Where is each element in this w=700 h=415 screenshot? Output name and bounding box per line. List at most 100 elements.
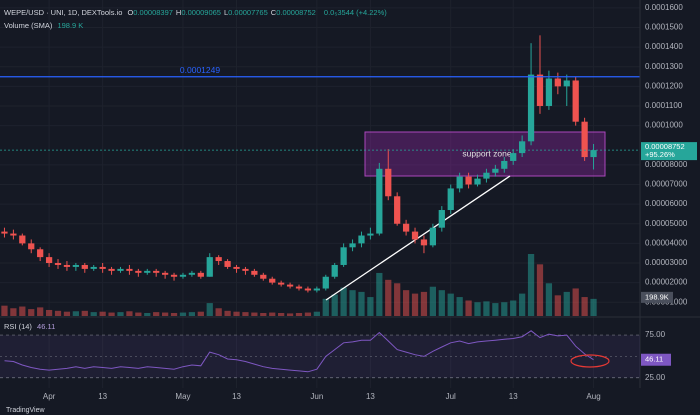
candle-body xyxy=(483,172,490,179)
symbol-title: WEPE/USD · UNI, 1D, DEXTools.io xyxy=(4,8,123,17)
candle-body xyxy=(385,168,392,197)
volume-bar xyxy=(99,311,106,316)
candle-body xyxy=(278,282,285,285)
rsi-tick-label: 25.00 xyxy=(645,373,666,382)
overlay: 0.0001249 xyxy=(0,65,640,151)
volume-bar xyxy=(144,312,151,316)
volume-bar xyxy=(37,307,44,316)
rsi-name: RSI (14) xyxy=(4,322,32,331)
volume-bar xyxy=(81,310,88,316)
last-change-label: +95.26% xyxy=(645,150,675,159)
volume-bar xyxy=(340,287,347,316)
volume-bar xyxy=(170,312,178,316)
volume-bar xyxy=(447,293,454,316)
volume-name: Volume (SMA) xyxy=(4,21,53,30)
volume-bar xyxy=(590,298,597,316)
volume-bar xyxy=(581,297,588,316)
readout-label: O xyxy=(127,8,134,17)
volume-bar xyxy=(206,303,213,316)
candle-body xyxy=(224,261,231,267)
volume-value: 198.9 K xyxy=(57,21,84,30)
volume-bar xyxy=(536,264,544,316)
header-readout: WEPE/USD · UNI, 1D, DEXTools.io O0.00008… xyxy=(4,8,390,17)
candle-body xyxy=(206,257,213,277)
volume-bar xyxy=(527,254,535,316)
volume-bar xyxy=(45,309,53,316)
last-price-box xyxy=(641,142,697,161)
candle-body xyxy=(411,231,419,240)
candle-body xyxy=(322,276,329,289)
volume-bar xyxy=(19,306,26,316)
candle-body xyxy=(492,168,499,173)
volume-bar xyxy=(554,295,561,316)
candle-body xyxy=(188,272,196,275)
horizontal-line-label: 0.0001249 xyxy=(180,65,220,75)
candle-body xyxy=(63,264,71,267)
x-tick-label: Apr xyxy=(43,392,56,401)
volume-bar xyxy=(72,311,79,316)
y-tick-label: 0.0001300 xyxy=(645,62,683,71)
candle-body xyxy=(10,233,17,236)
volume-bar xyxy=(394,283,401,316)
candle-body xyxy=(99,266,106,269)
rsi-tick-label: 75.00 xyxy=(645,330,666,339)
volume-last-label: 198.9K xyxy=(645,292,669,301)
candle-body xyxy=(447,188,454,211)
volume-bar xyxy=(108,312,115,316)
candle-body xyxy=(126,268,133,271)
volume-bar xyxy=(456,297,463,316)
candle-body xyxy=(269,278,276,283)
volume-bar xyxy=(376,272,383,316)
candle-body xyxy=(474,178,481,185)
candle-body xyxy=(402,223,410,232)
x-tick-label: May xyxy=(175,392,190,401)
volume-bar xyxy=(28,309,35,316)
volume-bar xyxy=(358,291,365,316)
volume-bar xyxy=(510,300,517,316)
volume-bar xyxy=(269,312,276,316)
candle-body xyxy=(19,235,26,244)
volume-bar xyxy=(224,310,231,316)
y-tick-label: 0.0001400 xyxy=(645,42,683,51)
volume-bar xyxy=(197,311,204,316)
candle-body xyxy=(349,243,356,248)
candle-body xyxy=(590,150,597,158)
candle-body xyxy=(545,78,553,106)
readout-value: 0.00008397 xyxy=(133,8,173,17)
volume-bar xyxy=(54,310,62,316)
candle-body xyxy=(215,257,222,262)
candle-body xyxy=(197,272,204,277)
rsi-value: 46.11 xyxy=(37,322,56,331)
volume-bar xyxy=(519,293,526,316)
volume-bar xyxy=(117,312,124,316)
candle-body xyxy=(340,247,347,265)
candle-body xyxy=(572,80,579,122)
volume-bar xyxy=(153,312,160,316)
candle-body xyxy=(135,270,142,273)
volume-bar xyxy=(161,312,169,316)
y-tick-label: 0.00007000 xyxy=(645,180,688,189)
volume-bar xyxy=(572,288,579,316)
readout-label: L xyxy=(223,8,229,17)
candle-body xyxy=(438,210,445,228)
candle-body xyxy=(358,235,365,244)
volume-bar xyxy=(188,312,196,316)
candle-body xyxy=(1,231,8,234)
candle-body xyxy=(153,270,160,273)
volume-bar xyxy=(438,290,445,316)
volume-label-box xyxy=(641,291,673,303)
y-tick-label: 0.00005000 xyxy=(645,219,688,228)
y-tick-label: 0.00006000 xyxy=(645,199,688,208)
x-tick-label: 13 xyxy=(98,392,107,401)
candle-body xyxy=(581,121,588,158)
candle-body xyxy=(563,80,570,87)
volume-bar xyxy=(501,302,508,316)
volume-bar xyxy=(483,301,490,316)
candle-body xyxy=(37,249,44,258)
candle-body xyxy=(527,74,535,142)
volume-bar xyxy=(135,312,142,316)
candle-body xyxy=(170,274,178,277)
